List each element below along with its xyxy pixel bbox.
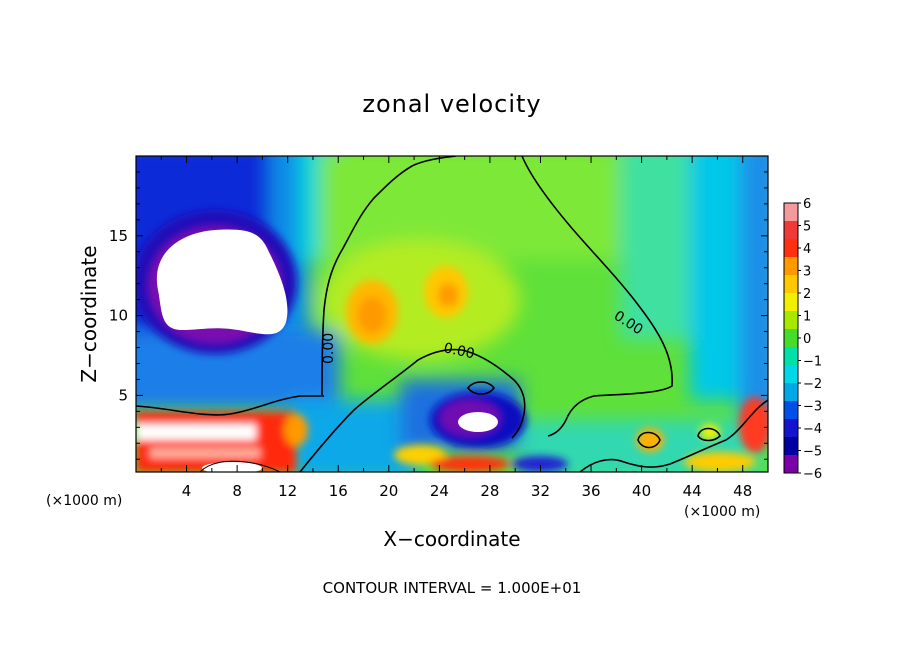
contour-line-bottom-left	[199, 460, 281, 472]
colorbar-band	[784, 365, 798, 384]
chart-title: zonal velocity	[362, 90, 541, 118]
colorbar-band	[784, 239, 798, 258]
contour-label-left: 0.00	[321, 333, 337, 364]
contour-label-middle: 0.00	[442, 340, 476, 362]
contour-line-small-3	[697, 427, 721, 442]
contour-line-middle	[299, 348, 526, 472]
x-tick-label: 40	[632, 482, 651, 500]
y-tick-label: 5	[118, 386, 128, 404]
contour-interval-note: CONTOUR INTERVAL = 1.000E+01	[323, 579, 582, 597]
colorbar-band	[784, 437, 798, 456]
x-unit-label-right: (×1000 m)	[684, 504, 760, 520]
colorbar-label: 0	[803, 332, 811, 347]
colorbar-band	[784, 347, 798, 366]
colorbar-band	[784, 203, 798, 222]
x-tick-label: 12	[278, 482, 297, 500]
plot-frame	[135, 155, 769, 473]
contour-line-bottom	[579, 399, 768, 472]
colorbar-band	[784, 455, 798, 474]
x-tick-label: 4	[182, 482, 192, 500]
colorbar: 6 5 4 3 2 1 0 −1 −2 −3 −4 −5 −6	[783, 197, 822, 482]
white-blob-bottom	[202, 462, 262, 472]
contour-line-right	[521, 156, 673, 437]
colorbar-label: −6	[803, 467, 822, 482]
colorbar-band	[784, 311, 798, 330]
x-tick-label: 24	[430, 482, 449, 500]
white-blob-lower	[458, 412, 498, 432]
colorbar-label: 3	[803, 265, 811, 280]
colorbar-band	[784, 221, 798, 240]
colorbar-label: 5	[803, 220, 811, 235]
contour-line-small-2	[637, 431, 661, 449]
colorbar-label: −2	[803, 377, 822, 392]
x-tick-label: 48	[733, 482, 752, 500]
x-axis-ticks: 4 8 12 16 20 24 28 32 36 40 44 48	[160, 156, 752, 500]
x-axis-title: X−coordinate	[383, 527, 520, 551]
y-tick-label: 15	[109, 227, 128, 245]
colorbar-band	[784, 257, 798, 276]
colorbar-label: −3	[803, 400, 822, 415]
colorbar-label: 1	[803, 310, 811, 325]
x-unit-label-left: (×1000 m)	[46, 493, 122, 509]
x-tick-label: 44	[683, 482, 702, 500]
x-tick-label: 8	[232, 482, 242, 500]
x-tick-label: 28	[480, 482, 499, 500]
contour-line-small-1	[466, 381, 496, 395]
colorbar-label: −4	[803, 422, 822, 437]
colorbar-band	[784, 293, 798, 312]
colorbar-band	[784, 401, 798, 420]
contour-lines	[136, 156, 768, 472]
colorbar-label: 4	[803, 242, 811, 257]
colorbar-band	[784, 275, 798, 294]
contour-line-base	[136, 395, 324, 416]
y-axis-ticks: 5 10 15	[109, 171, 768, 460]
colorbar-label: −1	[803, 355, 822, 370]
y-tick-label: 10	[109, 307, 128, 325]
colorbar-label: −5	[803, 445, 822, 460]
x-tick-label: 36	[581, 482, 600, 500]
colorbar-label: 6	[803, 197, 811, 212]
colorbar-band	[784, 329, 798, 348]
contour-line-left	[321, 156, 457, 396]
x-tick-label: 32	[531, 482, 550, 500]
x-tick-label: 20	[379, 482, 398, 500]
colorbar-band	[784, 383, 798, 402]
colorbar-label: 2	[803, 287, 811, 302]
white-blob-upper	[156, 229, 288, 335]
y-axis-title: Z−coordinate	[77, 245, 101, 382]
heatmap-field	[136, 156, 768, 472]
colorbar-band	[784, 419, 798, 438]
x-tick-label: 16	[329, 482, 348, 500]
